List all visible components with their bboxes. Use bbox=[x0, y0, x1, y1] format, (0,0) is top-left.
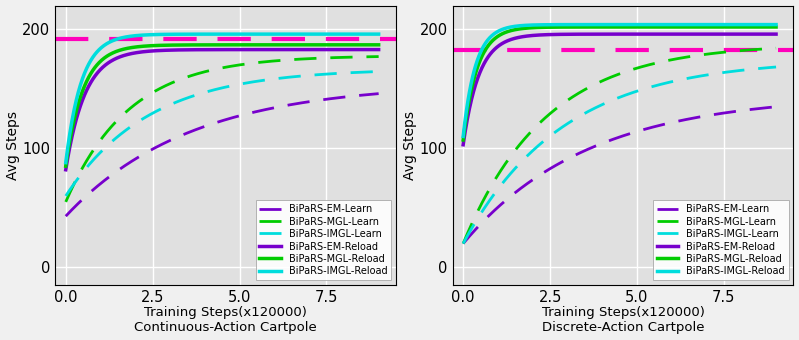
Y-axis label: Avg Steps: Avg Steps bbox=[403, 111, 417, 180]
Y-axis label: Avg Steps: Avg Steps bbox=[6, 111, 19, 180]
X-axis label: Training Steps(x120000)
Discrete-Action Cartpole: Training Steps(x120000) Discrete-Action … bbox=[542, 306, 705, 335]
Legend: BiPaRS-EM-Learn, BiPaRS-MGL-Learn, BiPaRS-IMGL-Learn, BiPaRS-EM-Reload, BiPaRS-M: BiPaRS-EM-Learn, BiPaRS-MGL-Learn, BiPaR… bbox=[653, 200, 789, 280]
Legend: BiPaRS-EM-Learn, BiPaRS-MGL-Learn, BiPaRS-IMGL-Learn, BiPaRS-EM-Reload, BiPaRS-M: BiPaRS-EM-Learn, BiPaRS-MGL-Learn, BiPaR… bbox=[256, 200, 392, 280]
X-axis label: Training Steps(x120000)
Continuous-Action Cartpole: Training Steps(x120000) Continuous-Actio… bbox=[134, 306, 317, 335]
